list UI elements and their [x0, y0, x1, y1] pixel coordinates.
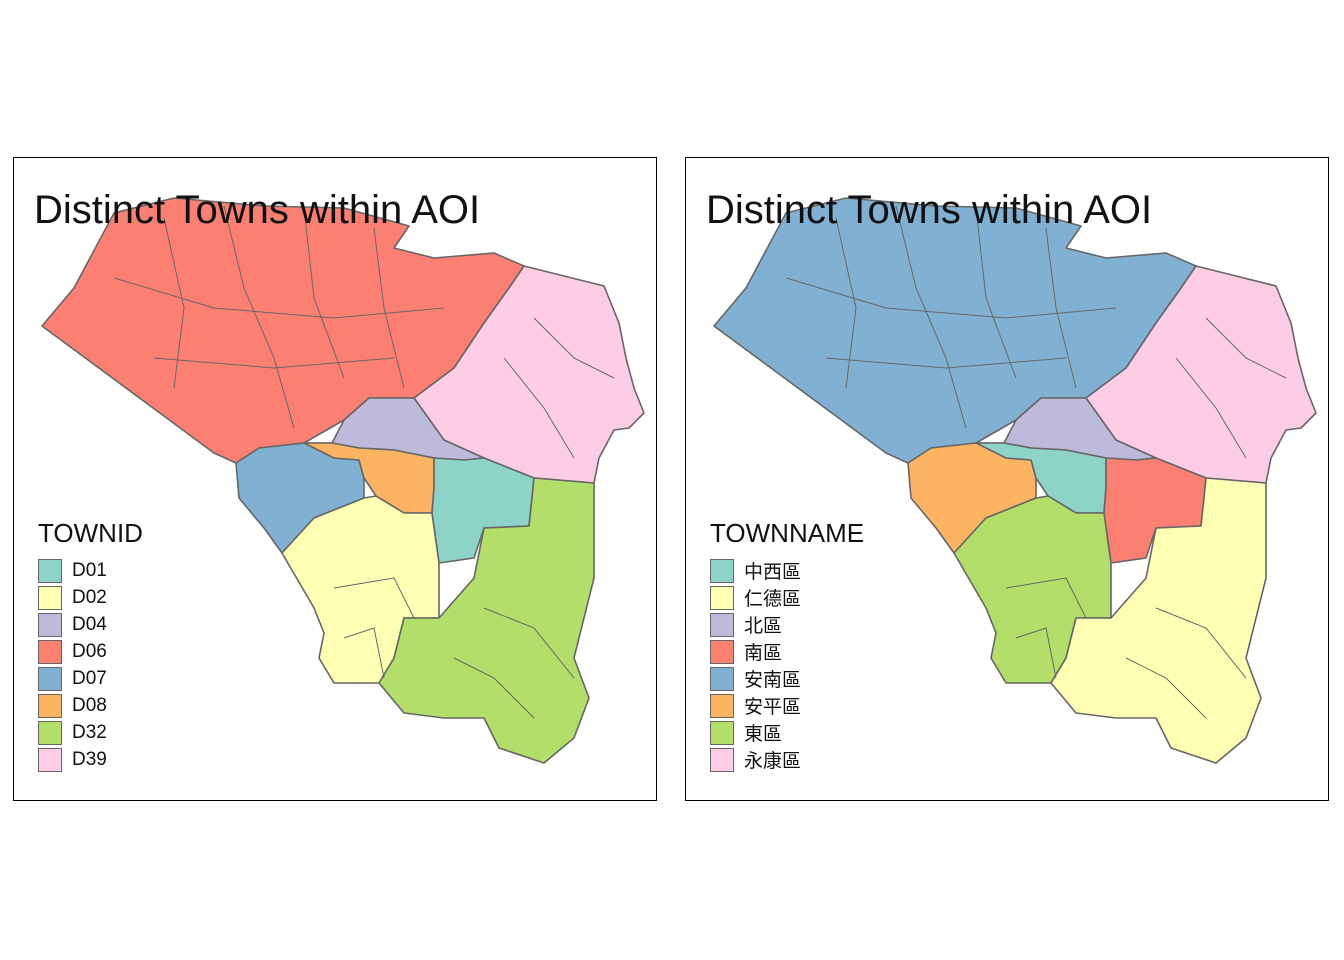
region-d32	[378, 477, 595, 764]
legend-item: D01	[38, 557, 143, 584]
legend-swatch	[710, 720, 734, 745]
legend-label: 南區	[744, 643, 783, 664]
legend-swatch	[38, 558, 62, 583]
legend-label: D08	[72, 694, 107, 716]
legend-title: TOWNID	[38, 518, 143, 548]
legend-swatch	[710, 693, 734, 718]
map-panel-townname: Distinct Towns within AOI TOWNNAME 中西區 仁…	[685, 157, 1329, 801]
region-yongkang	[1085, 265, 1317, 484]
map-title: Distinct Towns within AOI	[706, 188, 1153, 232]
legend-swatch	[710, 612, 734, 637]
legend-label: D32	[72, 721, 107, 743]
region-d39	[413, 265, 645, 484]
legend-item: D32	[38, 719, 143, 746]
legend-label: 仁德區	[744, 589, 802, 610]
legend-item: 安平區	[710, 692, 864, 719]
legend-item: D07	[38, 665, 143, 692]
legend-swatch	[710, 639, 734, 664]
legend-swatch	[710, 666, 734, 691]
legend-label: D39	[72, 748, 107, 770]
legend-item: D08	[38, 692, 143, 719]
legend-swatch	[710, 747, 734, 772]
legend-swatch	[38, 747, 62, 772]
legend-label: 永康區	[744, 751, 802, 772]
legend-item: 中西區	[710, 557, 864, 584]
legend: TOWNNAME 中西區 仁德區 北區 南區 安南區 安平區 東區 永康區	[710, 518, 864, 773]
legend-label: 東區	[744, 724, 783, 745]
legend: TOWNID D01 D02 D04 D06 D07 D08 D32 D39	[38, 518, 143, 773]
legend-item: 永康區	[710, 746, 864, 773]
map-title: Distinct Towns within AOI	[34, 188, 481, 232]
region-rende	[1050, 477, 1267, 764]
legend-item: 北區	[710, 611, 864, 638]
legend-swatch	[38, 693, 62, 718]
legend-label: 北區	[744, 616, 783, 637]
legend-label: D04	[72, 613, 107, 635]
legend-swatch	[38, 720, 62, 745]
legend-label: 安南區	[744, 670, 802, 691]
legend-label: D06	[72, 640, 107, 662]
legend-swatch	[710, 585, 734, 610]
map-panel-townid: Distinct Towns within AOI TOWNID D01 D02…	[13, 157, 657, 801]
legend-label: D01	[72, 559, 107, 581]
legend-swatch	[38, 666, 62, 691]
legend-item: D39	[38, 746, 143, 773]
legend-item: 南區	[710, 638, 864, 665]
legend-label: D02	[72, 586, 107, 608]
legend-item: D02	[38, 584, 143, 611]
legend-swatch	[38, 639, 62, 664]
legend-label: 安平區	[744, 697, 802, 718]
legend-swatch	[710, 558, 734, 583]
legend-item: D04	[38, 611, 143, 638]
legend-swatch	[38, 585, 62, 610]
legend-title: TOWNNAME	[710, 518, 865, 548]
legend-item: D06	[38, 638, 143, 665]
legend-item: 東區	[710, 719, 864, 746]
map-canvas	[41, 197, 645, 764]
legend-label: D07	[72, 667, 107, 689]
legend-item: 安南區	[710, 665, 864, 692]
legend-item: 仁德區	[710, 584, 864, 611]
map-canvas	[713, 197, 1317, 764]
legend-swatch	[38, 612, 62, 637]
legend-label: 中西區	[744, 562, 802, 583]
